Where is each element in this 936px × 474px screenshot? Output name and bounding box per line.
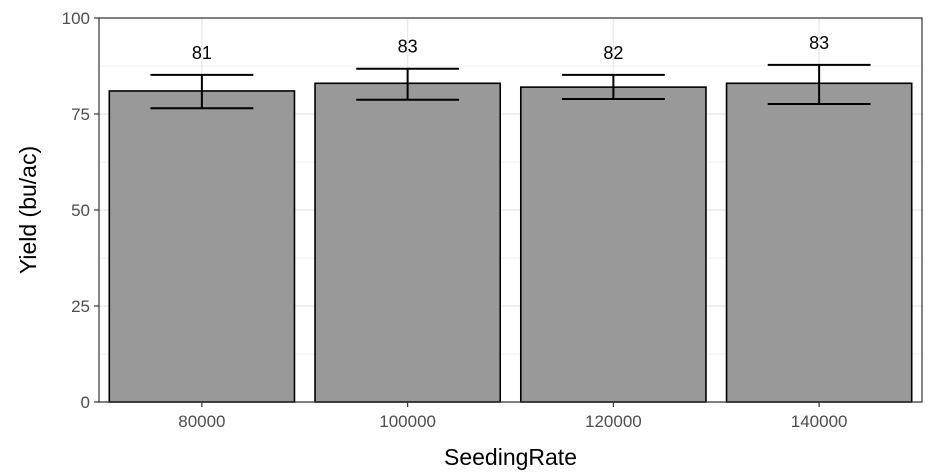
y-tick-label: 0 [81,393,90,412]
data-label: 83 [809,33,829,53]
error-bar [356,67,460,101]
x-tick-label: 120000 [585,412,642,431]
y-tick-label: 50 [71,201,90,220]
error-bars-layer [150,63,871,110]
y-tick-label: 100 [62,9,90,28]
x-tick-label: 100000 [379,412,436,431]
y-axis-ticks: 0 25 50 75 100 [62,9,99,412]
x-tick-label: 140000 [791,412,848,431]
data-labels-layer: 81 83 82 83 [192,33,829,63]
x-axis-title: SeedingRate [444,444,577,470]
data-label: 82 [603,43,623,63]
data-label: 83 [398,37,418,57]
error-bar [767,63,871,106]
bars-layer [108,82,913,403]
y-axis-title: Yield (bu/ac) [15,146,41,274]
bar [725,82,913,403]
x-tick-label: 80000 [178,412,225,431]
y-tick-label: 75 [71,105,90,124]
error-bar [561,73,665,101]
x-axis-ticks: 80000 100000 120000 140000 [178,402,847,431]
bar [314,82,502,403]
bar [519,86,707,403]
data-label: 81 [192,43,212,63]
error-bar [150,73,254,110]
y-tick-label: 25 [71,297,90,316]
bar [108,90,296,403]
